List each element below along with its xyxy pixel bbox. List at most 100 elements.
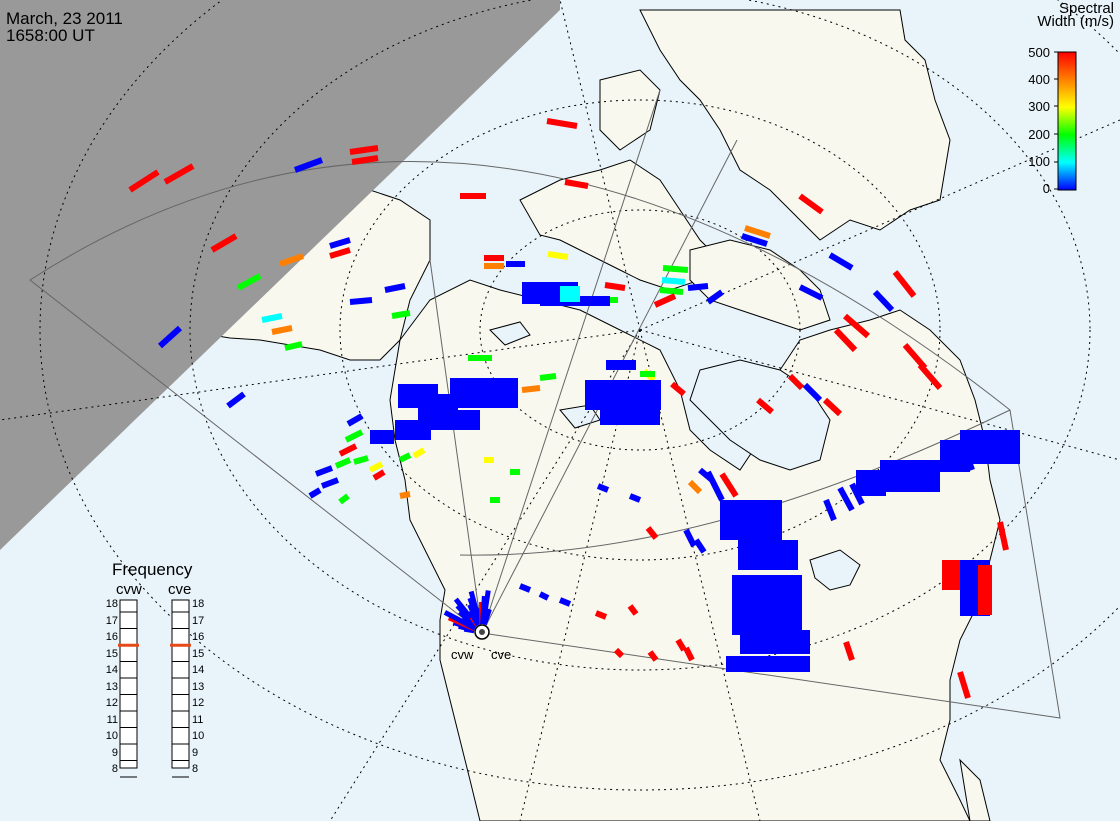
backscatter-cell — [547, 251, 569, 260]
legend-unit: Width (m/s) — [1037, 13, 1114, 30]
frequency-scale-label-right: 12 — [192, 697, 205, 709]
backscatter-cell — [594, 610, 608, 620]
backscatter-cell — [843, 313, 870, 339]
backscatter-cell — [399, 491, 411, 499]
frequency-scale-label-left: 15 — [105, 647, 118, 660]
backscatter-cell — [538, 591, 550, 601]
backscatter-block — [398, 384, 438, 408]
backscatter-cell — [334, 457, 352, 469]
backscatter-cell — [236, 273, 262, 291]
backscatter-cell — [271, 325, 293, 335]
backscatter-cell — [210, 233, 238, 253]
backscatter-cell — [837, 486, 855, 512]
colorbar-ticks — [1054, 51, 1058, 190]
backscatter-block — [738, 540, 798, 570]
backscatter-cell — [687, 283, 709, 291]
backscatter-cell — [368, 461, 384, 473]
colorbar-tick-label: 100 — [1028, 154, 1050, 169]
backscatter-cell — [787, 373, 805, 391]
backscatter-cell — [693, 538, 707, 554]
colorbar-tick-label: 0 — [1042, 181, 1050, 196]
backscatter-cell — [338, 493, 350, 505]
backscatter-cell — [647, 650, 659, 662]
frequency-radar-name: cve — [168, 581, 192, 598]
site-label-cve: cve — [491, 647, 512, 662]
backscatter-cell — [683, 528, 697, 548]
near-range-beam — [482, 608, 492, 626]
backscatter-cell — [329, 247, 351, 259]
backscatter-cell — [957, 671, 971, 699]
backscatter-cell — [892, 270, 917, 298]
land-baffin — [689, 239, 831, 331]
frequency-gauge-cvw — [119, 599, 138, 769]
frequency-scale-label-left: 9 — [111, 746, 118, 759]
site-label-cvw: cvw — [451, 647, 474, 662]
backscatter-cell — [521, 385, 541, 393]
colorbar-tick-label: 500 — [1028, 45, 1050, 60]
map-time: 1658:00 UT — [6, 26, 95, 45]
land-florida — [959, 758, 991, 821]
backscatter-cell — [128, 169, 160, 193]
backscatter-cell — [719, 472, 739, 498]
backscatter-cell — [802, 382, 823, 403]
backscatter-cell — [661, 277, 686, 285]
frequency-scale-label-left: 14 — [105, 664, 118, 676]
backscatter-block — [430, 410, 480, 430]
backscatter-cell — [518, 583, 532, 593]
backscatter-cell — [344, 429, 364, 443]
backscatter-cell — [372, 469, 386, 481]
colorbar-tick-label: 200 — [1028, 127, 1050, 142]
backscatter-cell — [349, 297, 373, 305]
backscatter-cell — [157, 325, 183, 349]
frequency-panel-title: Frequency — [112, 560, 193, 579]
backscatter-cell — [338, 443, 358, 457]
frequency-scale-label-left: 8 — [111, 763, 118, 775]
backscatter-cell — [384, 283, 406, 293]
backscatter-cell — [346, 413, 364, 427]
backscatter-cell — [613, 647, 625, 659]
frequency-scale-label-right: 15 — [192, 647, 205, 660]
backscatter-cell — [284, 341, 303, 351]
backscatter-cell — [706, 289, 724, 305]
backscatter-block — [880, 460, 940, 492]
map-date: March, 23 2011 — [6, 9, 123, 28]
frequency-scale-label-left: 11 — [106, 713, 118, 726]
colorbar-tick-label: 300 — [1028, 99, 1050, 114]
backscatter-cells — [128, 118, 1020, 699]
frequency-scale-label-left: 13 — [105, 680, 118, 693]
frequency-scale-label-left: 16 — [105, 631, 118, 643]
radar-fov-west-edge — [429, 259, 483, 634]
backscatter-cell — [261, 313, 283, 323]
backscatter-block — [726, 656, 810, 672]
frequency-scale-label-right: 16 — [192, 631, 205, 643]
frequency-scale-label-left: 12 — [105, 697, 118, 709]
backscatter-cell — [163, 163, 195, 185]
backscatter-cell — [226, 391, 246, 409]
backscatter-cell — [653, 293, 677, 308]
backscatter-block — [740, 630, 810, 654]
backscatter-cell — [744, 225, 771, 239]
backscatter-cell — [843, 641, 855, 661]
frequency-scale-label-right: 17 — [192, 614, 205, 627]
backscatter-cell — [293, 157, 324, 173]
radar-fov-outline — [29, 161, 1061, 719]
colorbar-tick-label: 400 — [1028, 72, 1050, 87]
backscatter-cell — [320, 477, 340, 489]
backscatter-cell — [353, 455, 369, 465]
backscatter-cell — [828, 252, 854, 271]
backscatter-cell — [683, 646, 695, 662]
spectral-width-colorbar — [1057, 51, 1077, 191]
backscatter-cell — [546, 118, 578, 129]
backscatter-block — [960, 430, 1020, 464]
backscatter-cell — [558, 597, 572, 607]
backscatter-cell — [412, 447, 426, 459]
backscatter-cell — [398, 452, 412, 463]
backscatter-block — [978, 565, 992, 615]
backscatter-cell — [627, 604, 639, 616]
backscatter-cell — [349, 145, 379, 155]
backscatter-block — [370, 430, 394, 444]
backscatter-cell — [917, 363, 943, 390]
backscatter-cell — [604, 282, 626, 291]
